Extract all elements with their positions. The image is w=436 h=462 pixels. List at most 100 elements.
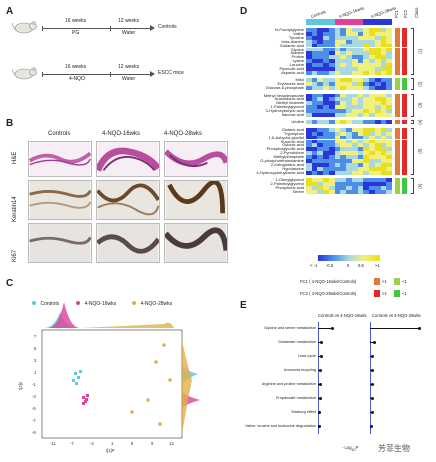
heatmap-cell: [386, 143, 393, 148]
heatmap-cell: [328, 127, 335, 132]
heatmap-cell: [374, 97, 381, 102]
heatmap-cell: [374, 35, 381, 40]
timeline-tick: [42, 72, 43, 77]
fc2-cell: [402, 151, 407, 156]
heatmap-cell: [306, 47, 312, 52]
heatmap-cell: [374, 113, 381, 117]
heatmap-cell: [328, 155, 335, 159]
heatmap-cell: [374, 185, 381, 190]
heatmap-cell: [374, 67, 381, 71]
x-tick-label: -3: [90, 441, 94, 446]
fc2-cell: [402, 59, 407, 64]
heatmap-cell: [340, 185, 347, 190]
heatmap-cell: [351, 162, 358, 167]
cluster-bracket: [411, 78, 414, 90]
heatmap-cell: [351, 143, 358, 148]
heatmap-cell: [306, 159, 312, 163]
heatmap-cell: [351, 43, 358, 48]
heatmap-cell: [357, 93, 364, 98]
panel-c-letter: C: [6, 278, 14, 289]
heatmap-cell: [334, 82, 341, 87]
heatmap-cell: [306, 28, 312, 32]
heatmap-cell: [386, 101, 393, 106]
fc1-cell: [395, 159, 400, 163]
heatmap-cell: [317, 151, 324, 156]
heatmap-cell: [374, 131, 381, 136]
fc2-cell: [402, 182, 407, 186]
density-28wks: [80, 322, 174, 328]
heatmap-cell: [311, 28, 318, 32]
heatmap-cell: [357, 70, 364, 75]
lollipop-stem-28wks: [370, 328, 419, 329]
fc2-cell: [402, 78, 407, 83]
heatmap-cell: [380, 166, 387, 171]
heatmap-cell: [363, 51, 370, 56]
heatmap-cell: [363, 143, 370, 148]
heatmap-cell: [380, 143, 387, 148]
y-tick-label: 5: [34, 346, 37, 351]
heatmap-cell: [334, 131, 341, 136]
heatmap-cell: [357, 166, 364, 171]
heatmap-cell: [351, 131, 358, 136]
ki67-micrograph-16wks: [96, 223, 160, 263]
fc-header: FC1: [394, 10, 399, 18]
heatmap-cell: [317, 39, 324, 44]
heatmap-cell: [374, 78, 381, 83]
heatmap-cell: [328, 162, 335, 167]
fc1-cell: [395, 82, 400, 87]
heatmap-cell: [357, 147, 364, 152]
fc2-cell: [402, 63, 407, 67]
heatmap-cell: [334, 78, 341, 83]
heatmap-cell: [351, 120, 358, 125]
heatmap-cell: [357, 105, 364, 110]
heatmap-cell: [346, 127, 353, 132]
pathway-label: Warburg effect: [291, 410, 316, 414]
heatmap-cell: [380, 189, 387, 194]
heatmap-cell: [311, 127, 318, 132]
fc2-cell: [402, 43, 407, 48]
heatmap-cell: [346, 151, 353, 156]
heatmap-cell: [340, 155, 347, 159]
heatmap-cell: [323, 63, 330, 67]
heatmap-cell: [340, 127, 347, 132]
heatmap-cell: [386, 31, 393, 36]
density-28wks-y: [182, 340, 192, 434]
heatmap-cell: [380, 67, 387, 71]
fc1-cell: [395, 120, 400, 125]
heatmap-cell: [328, 59, 335, 64]
x-tick-label: 9: [151, 441, 154, 446]
heatmap-cell: [311, 51, 318, 56]
heatmap-cell: [374, 31, 381, 36]
heatmap-cell: [351, 63, 358, 67]
heatmap-cell: [340, 162, 347, 167]
heatmap-cell: [363, 189, 370, 194]
heatmap-cell: [380, 105, 387, 110]
heatmap-cell: [386, 35, 393, 40]
heatmap-cell: [334, 120, 341, 125]
heatmap-cell: [351, 70, 358, 75]
heatmap-cell: [357, 170, 364, 175]
heatmap-cell: [380, 51, 387, 56]
heatmap-cell: [334, 39, 341, 44]
heatmap-cell: [357, 55, 364, 60]
fc1-cell: [395, 35, 400, 40]
heatmap-cell: [306, 93, 312, 98]
heatmap-cell: [311, 70, 318, 75]
heatmap-cell: [306, 143, 312, 148]
heatmap-cell: [351, 109, 358, 113]
heatmap-cell: [311, 178, 318, 182]
heatmap-cell: [363, 139, 370, 144]
heatmap-cell: [386, 155, 393, 159]
heatmap-cell: [317, 189, 324, 194]
heatmap-cell: [369, 155, 375, 159]
heatmap-cell: [346, 51, 353, 56]
heatmap-cell: [311, 55, 318, 60]
heatmap-cell: [369, 182, 375, 186]
pathway-label: Arginine and proline metabolism: [261, 382, 316, 386]
heatmap-cell: [369, 170, 375, 175]
period2-label: 12 weeks: [118, 18, 140, 24]
heatmap-cell: [311, 63, 318, 67]
heatmap-cell: [369, 162, 375, 167]
heatmap-cell: [351, 159, 358, 163]
heatmap-cell: [374, 86, 381, 90]
